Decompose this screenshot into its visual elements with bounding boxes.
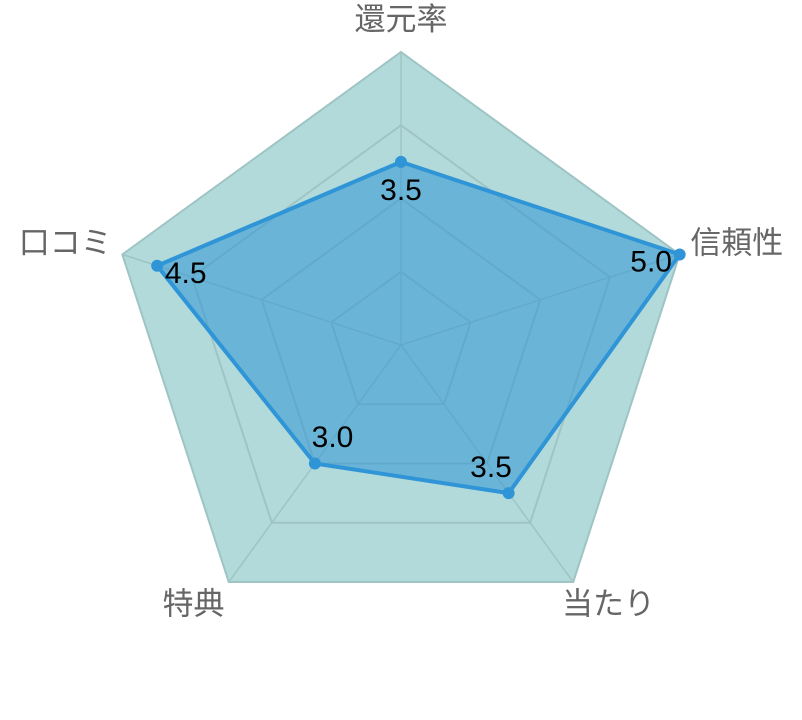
value-label: 5.0 [630, 246, 672, 279]
data-point [502, 487, 515, 500]
value-label: 4.5 [165, 257, 207, 290]
axis-label: 特典 [163, 587, 225, 622]
value-label: 3.5 [380, 174, 422, 207]
axis-label: 当たり [562, 587, 655, 622]
axis-label: 信頼性 [690, 225, 783, 260]
axis-label: 口コミ [19, 225, 112, 260]
value-label: 3.5 [470, 451, 512, 484]
value-label: 3.0 [312, 421, 354, 454]
data-point [395, 155, 407, 168]
axis-label: 還元率 [355, 2, 448, 37]
data-area [155, 159, 682, 496]
data-point [308, 457, 321, 470]
grid-ring [121, 50, 681, 584]
data-point [673, 248, 686, 261]
data-point [151, 259, 164, 272]
